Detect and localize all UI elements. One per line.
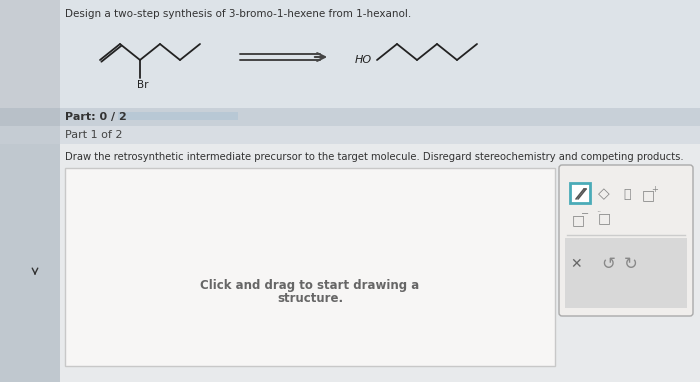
Text: ↺: ↺ [601, 255, 615, 273]
FancyBboxPatch shape [0, 0, 60, 108]
FancyBboxPatch shape [0, 126, 60, 144]
FancyBboxPatch shape [0, 144, 60, 382]
Text: □: □ [597, 211, 610, 225]
Text: ✋: ✋ [623, 188, 631, 201]
Text: −: − [581, 209, 589, 219]
Text: Click and drag to start drawing a: Click and drag to start drawing a [200, 278, 419, 291]
FancyBboxPatch shape [565, 238, 687, 308]
FancyBboxPatch shape [0, 126, 700, 144]
FancyBboxPatch shape [0, 108, 700, 126]
FancyBboxPatch shape [570, 183, 590, 203]
Text: structure.: structure. [277, 291, 343, 304]
FancyBboxPatch shape [0, 108, 60, 126]
Text: Draw the retrosynthetic intermediate precursor to the target molecule. Disregard: Draw the retrosynthetic intermediate pre… [65, 152, 684, 162]
Text: +: + [652, 185, 659, 194]
FancyBboxPatch shape [65, 168, 555, 366]
FancyBboxPatch shape [0, 144, 700, 382]
Text: ↻: ↻ [624, 255, 638, 273]
Text: □: □ [641, 188, 654, 202]
FancyBboxPatch shape [0, 0, 700, 108]
Text: Br: Br [137, 80, 148, 90]
Text: Part: 0 / 2: Part: 0 / 2 [65, 112, 127, 122]
Text: ··: ·· [596, 209, 601, 217]
Text: ◇: ◇ [598, 186, 610, 201]
Text: Part 1 of 2: Part 1 of 2 [65, 130, 122, 140]
Text: HO: HO [355, 55, 372, 65]
Text: □: □ [571, 213, 584, 227]
Text: ✕: ✕ [570, 257, 582, 271]
FancyBboxPatch shape [118, 112, 238, 120]
FancyBboxPatch shape [559, 165, 693, 316]
Text: Design a two-step synthesis of 3-bromo-1-hexene from 1-hexanol.: Design a two-step synthesis of 3-bromo-1… [65, 9, 412, 19]
